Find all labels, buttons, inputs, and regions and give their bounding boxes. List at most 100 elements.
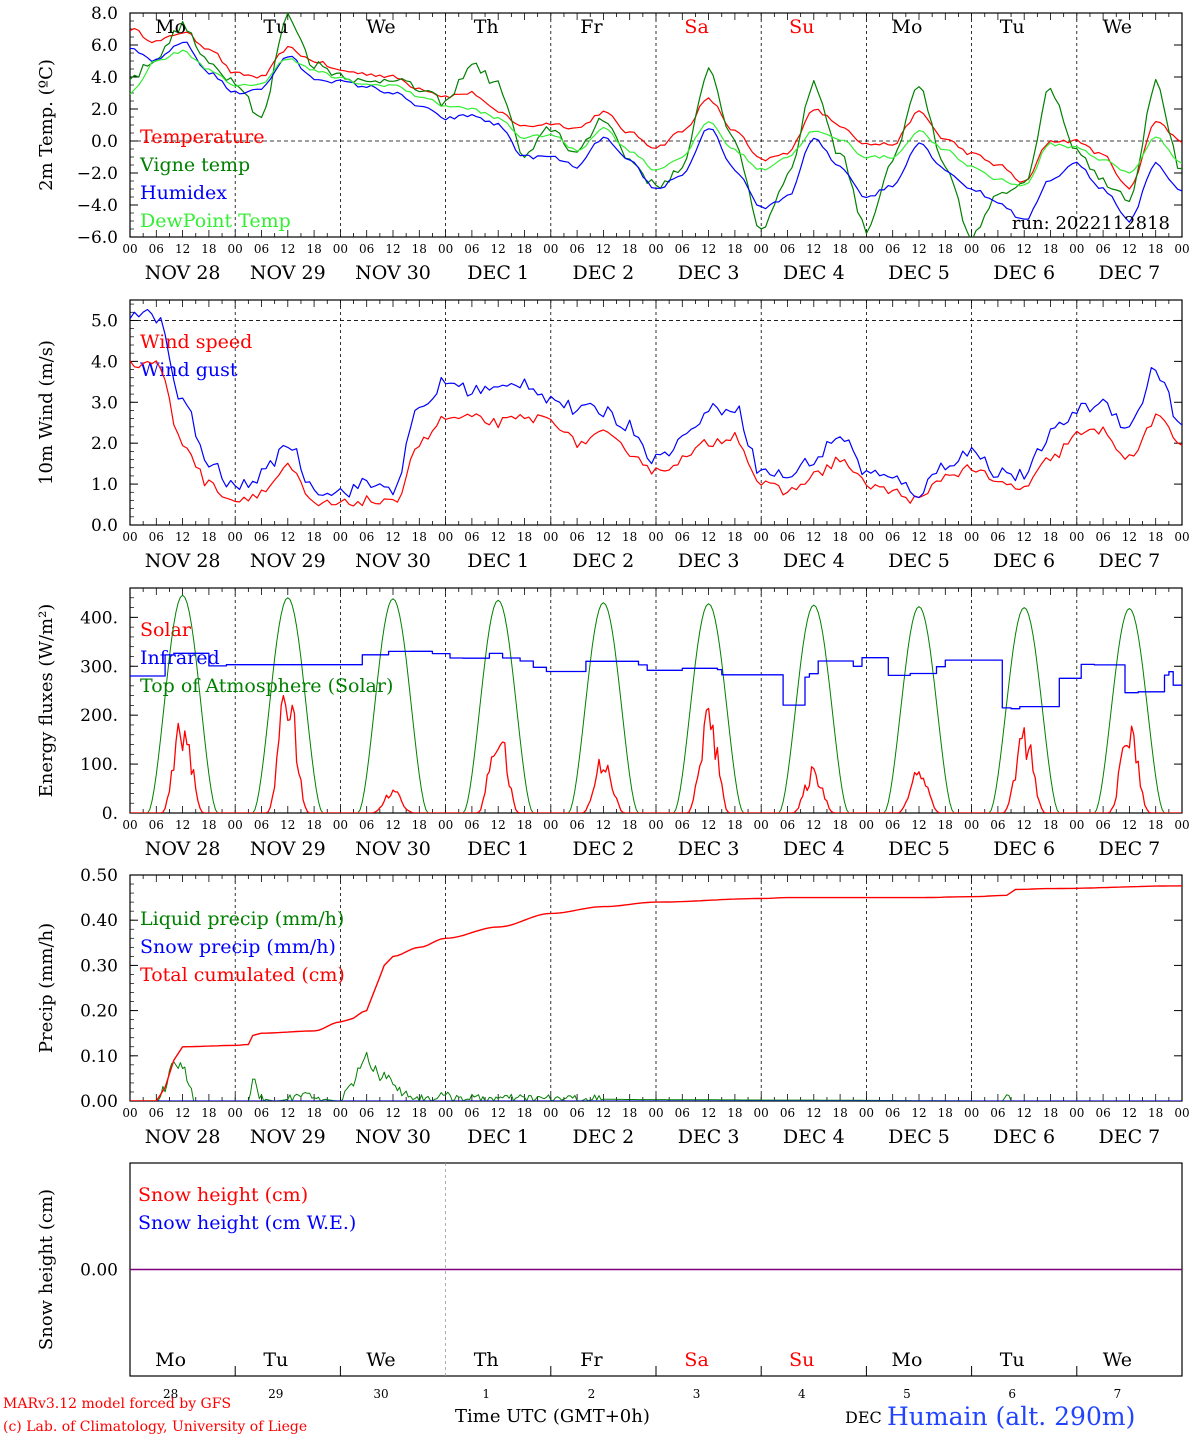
date-label: NOV 30 — [355, 262, 431, 284]
day-number-label: 7 — [1114, 1387, 1122, 1401]
date-label: DEC 7 — [1099, 1126, 1161, 1148]
hour-tick-label: 12 — [280, 530, 295, 544]
hour-tick-label: 06 — [780, 818, 795, 832]
hour-tick-label: 18 — [727, 818, 742, 832]
y-axis-label: Snow height (cm) — [36, 1189, 57, 1350]
hour-tick-label: 18 — [1148, 1106, 1163, 1120]
hour-tick-label: 06 — [780, 242, 795, 256]
y-tick-label: 1.0 — [91, 475, 118, 495]
hour-tick-label: 00 — [754, 1106, 769, 1120]
series-line-wind-speed — [130, 360, 1182, 507]
hour-tick-label: 00 — [648, 530, 663, 544]
date-label: DEC 2 — [573, 550, 635, 572]
footer-model-line2: (c) Lab. of Climatology, University of L… — [3, 1419, 308, 1435]
hour-tick-label: 06 — [675, 1106, 690, 1120]
series-line-liquid-precip — [130, 1051, 1182, 1101]
hour-tick-label: 00 — [438, 818, 453, 832]
plot-frame — [129, 587, 1183, 814]
y-tick-label: 5.0 — [91, 311, 118, 331]
hour-tick-label: 18 — [201, 1106, 216, 1120]
hour-tick-label: 06 — [464, 1106, 479, 1120]
hour-tick-label: 12 — [491, 1106, 506, 1120]
day-number-label: 3 — [693, 1387, 701, 1401]
hour-tick-label: 18 — [622, 818, 637, 832]
hour-tick-label: 06 — [1095, 818, 1110, 832]
hour-tick-label: 18 — [1043, 530, 1058, 544]
hour-tick-label: 00 — [1069, 1106, 1084, 1120]
date-label: DEC 5 — [888, 262, 950, 284]
plot-frame — [129, 299, 1183, 526]
series-line-dewpoint-temp — [130, 49, 1182, 187]
legend-liquid-precip-mm-h: Liquid precip (mm/h) — [140, 908, 344, 930]
y-tick-label: 0.10 — [80, 1047, 118, 1067]
hour-tick-label: 18 — [1043, 242, 1058, 256]
hour-tick-label: 12 — [1017, 242, 1032, 256]
hour-tick-label: 06 — [1095, 242, 1110, 256]
date-label: DEC 7 — [1099, 262, 1161, 284]
hour-tick-label: 12 — [806, 530, 821, 544]
y-tick-label: 8.0 — [91, 4, 118, 24]
hour-tick-label: 00 — [438, 1106, 453, 1120]
date-label: NOV 29 — [250, 262, 326, 284]
hour-tick-label: 00 — [964, 242, 979, 256]
hour-tick-label: 00 — [228, 818, 243, 832]
hour-tick-label: 00 — [333, 530, 348, 544]
hour-tick-label: 18 — [622, 1106, 637, 1120]
panel-5: 0.00 Snow height (cm) Snow height (cm) Snow… — [36, 1162, 1183, 1401]
hour-tick-label: 18 — [1148, 818, 1163, 832]
hour-tick-label: 12 — [280, 1106, 295, 1120]
hour-tick-label: 12 — [1122, 818, 1137, 832]
hour-tick-label: 06 — [1095, 530, 1110, 544]
y-axis-label: Energy fluxes (W/m²) — [36, 604, 57, 798]
footer-location: Humain (alt. 290m) — [887, 1402, 1136, 1431]
date-label: DEC 4 — [783, 550, 845, 572]
weekday-label: We — [366, 1349, 395, 1371]
hour-tick-label: 00 — [859, 1106, 874, 1120]
hour-tick-label: 00 — [648, 242, 663, 256]
hour-tick-label: 18 — [201, 530, 216, 544]
data-layer — [130, 308, 1182, 507]
y-tick-label: 0.00 — [80, 1092, 118, 1112]
hour-tick-label: 18 — [201, 818, 216, 832]
hour-tick-label: 06 — [254, 530, 269, 544]
hour-tick-label: 00 — [438, 242, 453, 256]
hour-tick-label: 18 — [412, 530, 427, 544]
hour-tick-label: 18 — [727, 530, 742, 544]
series-line-solar — [130, 694, 1182, 813]
weekday-label: Mo — [155, 1349, 186, 1371]
hour-tick-label: 06 — [149, 1106, 164, 1120]
date-label: DEC 1 — [467, 262, 529, 284]
hour-tick-label: 06 — [254, 1106, 269, 1120]
hour-tick-label: 12 — [911, 242, 926, 256]
series-line-total-cumulated — [130, 885, 1182, 1101]
day-number-label: 6 — [1008, 1387, 1016, 1401]
legend-snow-height-cm: Snow height (cm) — [138, 1184, 308, 1206]
hour-tick-label: 00 — [964, 1106, 979, 1120]
hour-tick-label: 12 — [911, 818, 926, 832]
hour-tick-label: 00 — [859, 530, 874, 544]
date-label: DEC 4 — [783, 262, 845, 284]
series-line-vigne-temp — [130, 13, 1182, 237]
hour-tick-label: 12 — [491, 242, 506, 256]
hour-tick-label: 06 — [464, 818, 479, 832]
hour-tick-label: 00 — [859, 818, 874, 832]
hour-tick-label: 00 — [648, 818, 663, 832]
date-label: DEC 1 — [467, 550, 529, 572]
date-label: DEC 1 — [467, 1126, 529, 1148]
hour-tick-label: 12 — [1122, 242, 1137, 256]
hour-tick-label: 12 — [701, 242, 716, 256]
hour-tick-label: 00 — [648, 1106, 663, 1120]
hour-tick-label: 06 — [464, 530, 479, 544]
y-tick-label: −6.0 — [77, 228, 118, 248]
hour-tick-label: 00 — [1069, 242, 1084, 256]
hour-tick-label: 00 — [228, 530, 243, 544]
hour-tick-label: 18 — [832, 1106, 847, 1120]
y-tick-label: −2.0 — [77, 164, 118, 184]
hour-tick-label: 00 — [122, 818, 137, 832]
date-label: NOV 28 — [145, 1126, 221, 1148]
weekday-label: Su — [789, 16, 814, 38]
hour-tick-label: 12 — [806, 1106, 821, 1120]
legend-total-cumulated-cm: Total cumulated (cm) — [140, 964, 345, 986]
hour-tick-label: 06 — [569, 242, 584, 256]
